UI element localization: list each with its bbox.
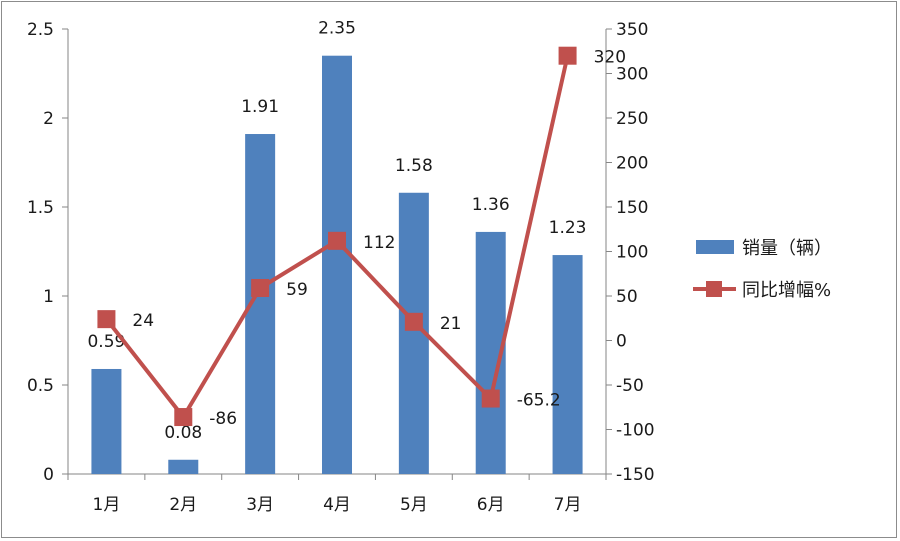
- x-tick-label: 3月: [246, 495, 274, 515]
- line-marker: [328, 231, 346, 250]
- right-y-tick-label: 100: [616, 243, 648, 263]
- bar-data-label: 0.59: [87, 332, 125, 352]
- x-tick-label: 4月: [323, 495, 351, 515]
- left-y-tick-label: 1: [43, 287, 54, 307]
- right-y-tick-label: 0: [616, 332, 627, 352]
- bar: [168, 459, 199, 474]
- line-marker: [174, 408, 193, 427]
- bar: [552, 255, 583, 474]
- right-y-tick-label: 50: [616, 287, 638, 307]
- x-tick-label: 1月: [93, 495, 121, 515]
- line-data-label: 59: [286, 280, 308, 300]
- left-y-tick-label: 0.5: [27, 376, 54, 396]
- x-tick-label: 6月: [477, 495, 505, 515]
- line-data-label: 320: [594, 48, 626, 68]
- legend-swatch-bar: [696, 240, 734, 254]
- right-y-tick-label: 250: [616, 109, 648, 129]
- x-tick-label: 7月: [554, 495, 582, 515]
- line-marker: [481, 389, 500, 408]
- line-data-label: 112: [363, 233, 395, 253]
- right-y-tick-label: 300: [616, 65, 648, 85]
- right-y-tick-label: -150: [616, 465, 655, 485]
- bar-data-label: 1.91: [241, 97, 279, 117]
- legend-label-bar: 销量（辆）: [742, 238, 832, 259]
- legend-swatch-marker: [706, 281, 722, 297]
- line-data-label: 21: [440, 314, 462, 334]
- right-y-tick-label: -50: [616, 376, 644, 396]
- line-data-label: 24: [132, 311, 154, 331]
- line-marker: [97, 310, 116, 329]
- x-tick-label: 5月: [400, 495, 428, 515]
- left-y-tick-label: 2.5: [27, 20, 54, 40]
- bar: [91, 368, 122, 474]
- line-marker: [404, 312, 423, 331]
- legend-label-line: 同比增幅%: [742, 280, 831, 301]
- right-y-tick-label: -100: [616, 421, 655, 441]
- bar-data-label: 0.08: [164, 423, 202, 443]
- bar-data-label: 1.36: [472, 195, 510, 215]
- bar-data-label: 1.23: [549, 218, 587, 238]
- right-y-tick-label: 150: [616, 198, 648, 218]
- bar: [322, 55, 352, 474]
- left-y-tick-label: 0: [43, 465, 54, 485]
- line-data-label: -65.2: [517, 391, 561, 411]
- x-tick-label: 2月: [169, 495, 197, 515]
- line-data-label: -86: [209, 409, 237, 429]
- bar-data-label: 1.58: [395, 156, 433, 176]
- line-marker: [251, 278, 270, 297]
- bar-data-label: 2.35: [318, 19, 356, 39]
- line-marker: [558, 46, 577, 65]
- right-y-tick-label: 350: [616, 20, 648, 40]
- left-y-tick-label: 2: [43, 109, 54, 129]
- right-y-tick-label: 200: [616, 154, 648, 174]
- left-y-tick-label: 1.5: [27, 198, 54, 218]
